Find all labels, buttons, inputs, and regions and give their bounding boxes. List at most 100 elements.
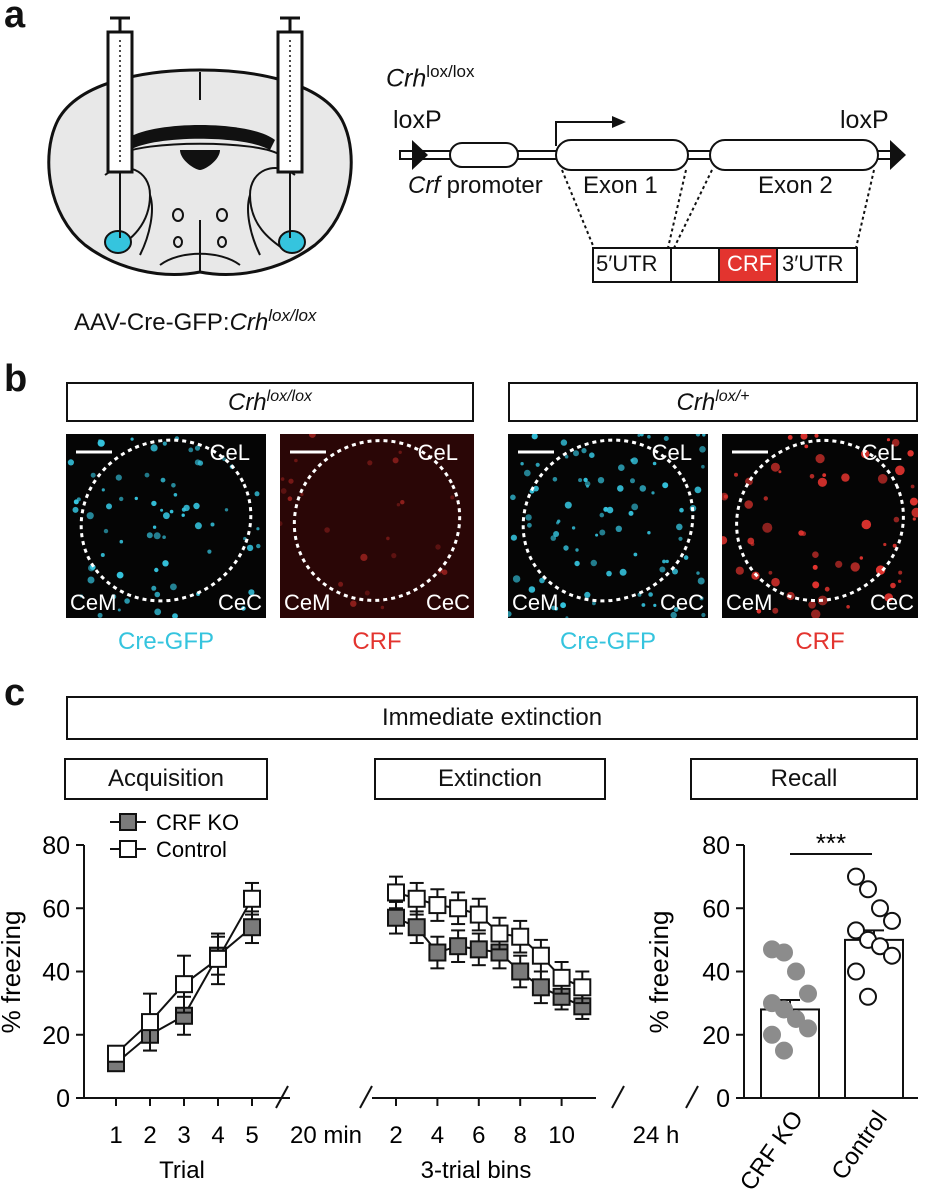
header-acquisition: Acquisition xyxy=(64,758,268,800)
cell-dot xyxy=(597,477,605,484)
cell-dot xyxy=(907,450,914,457)
cell-dot xyxy=(696,571,700,575)
cell-dot xyxy=(659,566,666,573)
cell-dot xyxy=(130,437,134,441)
cell-dot xyxy=(892,543,897,548)
cell-dot xyxy=(756,609,762,614)
cell-dot xyxy=(812,564,818,570)
cell-dot xyxy=(584,481,591,487)
cell-dot xyxy=(119,539,124,544)
cell-dot xyxy=(804,444,809,449)
cell-dot xyxy=(639,485,647,492)
cell-dot xyxy=(248,589,255,596)
cell-dot xyxy=(768,570,773,575)
cell-dot xyxy=(808,601,816,609)
cell-dot xyxy=(106,503,112,510)
syringe-left-icon xyxy=(106,16,134,238)
individual-point xyxy=(847,867,865,886)
individual-point xyxy=(847,962,865,981)
cell-dot xyxy=(367,460,373,466)
cell-dot xyxy=(119,496,124,502)
cell-dot xyxy=(762,522,773,533)
cell-dot xyxy=(619,568,627,576)
utr3-label: 3′UTR xyxy=(782,251,844,276)
cell-dot xyxy=(662,559,666,564)
cell-dot xyxy=(841,473,850,482)
cell-dot xyxy=(288,478,294,484)
cell-dot xyxy=(599,512,605,518)
data-point xyxy=(428,896,447,915)
region-label-cec: CeC xyxy=(217,590,262,615)
cell-dot xyxy=(73,499,79,505)
cell-dot xyxy=(606,506,614,514)
data-point xyxy=(469,940,488,959)
utr5-label: 5′UTR xyxy=(596,251,658,276)
ylabel-recall: % freezing xyxy=(644,911,674,1034)
cell-dot xyxy=(897,579,902,583)
cell-dot xyxy=(877,474,888,484)
cell-dot xyxy=(670,611,677,618)
cell-dot xyxy=(510,494,516,501)
y-tick-label: 0 xyxy=(716,1085,730,1113)
cell-dot xyxy=(386,536,390,541)
cell-dot xyxy=(683,555,689,560)
promoter-label: Crf promoter xyxy=(408,172,543,200)
cell-dot xyxy=(909,497,918,506)
construct-title-gene: Crh xyxy=(386,64,427,93)
cell-dot xyxy=(162,535,166,539)
cell-dot xyxy=(435,544,441,550)
region-label-cel: CeL xyxy=(651,440,692,465)
cell-dot xyxy=(170,583,177,591)
cell-dot xyxy=(294,458,298,463)
cell-dot xyxy=(910,484,915,489)
region-label-cem: CeM xyxy=(70,590,117,615)
y-tick-label: 20 xyxy=(702,1022,730,1050)
region-label-cec: CeC xyxy=(659,590,704,615)
cell-dot xyxy=(324,527,330,533)
cell-dot xyxy=(124,598,130,604)
cell-dot xyxy=(280,477,285,481)
cell-dot xyxy=(101,488,105,492)
micrograph-lox-wt-gfp: CeL CeM CeC xyxy=(508,434,708,618)
individual-point xyxy=(859,880,877,899)
cell-dot xyxy=(633,552,638,557)
cell-dot xyxy=(595,533,599,537)
cell-dot xyxy=(647,531,651,535)
xlabel-trial: Trial xyxy=(159,1157,205,1184)
data-point xyxy=(407,889,426,908)
brain-schematic xyxy=(47,16,353,276)
y-tick-label: 0 xyxy=(56,1085,70,1113)
loxp-left-label: loxP xyxy=(393,106,442,134)
cell-dot xyxy=(160,477,166,483)
construct-diagram xyxy=(399,116,906,283)
cell-dot xyxy=(79,594,84,598)
cell-dot xyxy=(771,577,780,587)
data-point xyxy=(449,899,468,918)
individual-point xyxy=(847,921,865,940)
data-point xyxy=(243,918,261,937)
cell-dot xyxy=(912,517,916,521)
region-label-cel: CeL xyxy=(417,440,458,465)
individual-point xyxy=(775,943,793,962)
region-label-cel: CeL xyxy=(861,440,902,465)
cell-dot xyxy=(809,474,815,479)
cell-dot xyxy=(153,532,161,540)
cell-dot xyxy=(222,457,227,461)
cell-dot xyxy=(146,532,153,539)
region-label-cem: CeM xyxy=(284,590,331,615)
cell-dot xyxy=(701,464,705,469)
cell-dot xyxy=(103,528,109,534)
cell-dot xyxy=(162,560,169,567)
cell-dot xyxy=(556,521,560,525)
series-line xyxy=(395,916,583,1008)
y-tick-label: 40 xyxy=(702,959,730,987)
cell-dot xyxy=(662,482,669,489)
cell-dot xyxy=(603,506,609,512)
legend-marker-crf-ko xyxy=(119,813,137,831)
cell-dot xyxy=(163,512,170,520)
cell-dot xyxy=(338,581,344,587)
cell-dot xyxy=(144,472,150,478)
caption-crf-2: CRF xyxy=(795,628,845,655)
individual-point xyxy=(787,962,805,981)
individual-point xyxy=(859,987,877,1006)
